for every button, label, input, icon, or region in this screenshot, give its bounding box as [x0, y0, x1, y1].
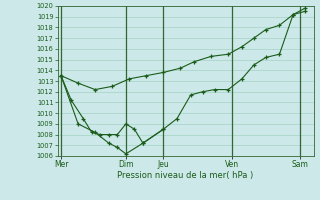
X-axis label: Pression niveau de la mer( hPa ): Pression niveau de la mer( hPa )	[117, 171, 254, 180]
